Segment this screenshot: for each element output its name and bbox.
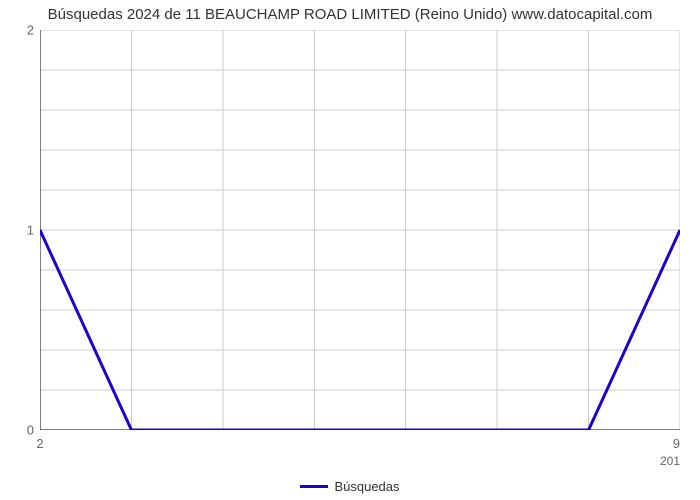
chart-title: Búsquedas 2024 de 11 BEAUCHAMP ROAD LIMI…: [0, 6, 700, 23]
legend-swatch: [300, 485, 328, 488]
x-axis-sub-label: 201: [660, 454, 680, 468]
chart-container: Búsquedas 2024 de 11 BEAUCHAMP ROAD LIMI…: [0, 0, 700, 500]
x-tick-label: 2: [36, 436, 43, 451]
chart-legend: Búsquedas: [0, 478, 700, 494]
y-tick-label: 1: [16, 223, 34, 238]
plot-area: [40, 30, 680, 430]
data-series: [40, 230, 680, 430]
y-tick-label: 2: [16, 23, 34, 38]
x-tick-label: 9: [673, 436, 680, 451]
y-tick-label: 0: [16, 423, 34, 438]
legend-label: Búsquedas: [334, 479, 399, 494]
grid-lines: [40, 30, 680, 430]
chart-svg: [40, 30, 680, 430]
